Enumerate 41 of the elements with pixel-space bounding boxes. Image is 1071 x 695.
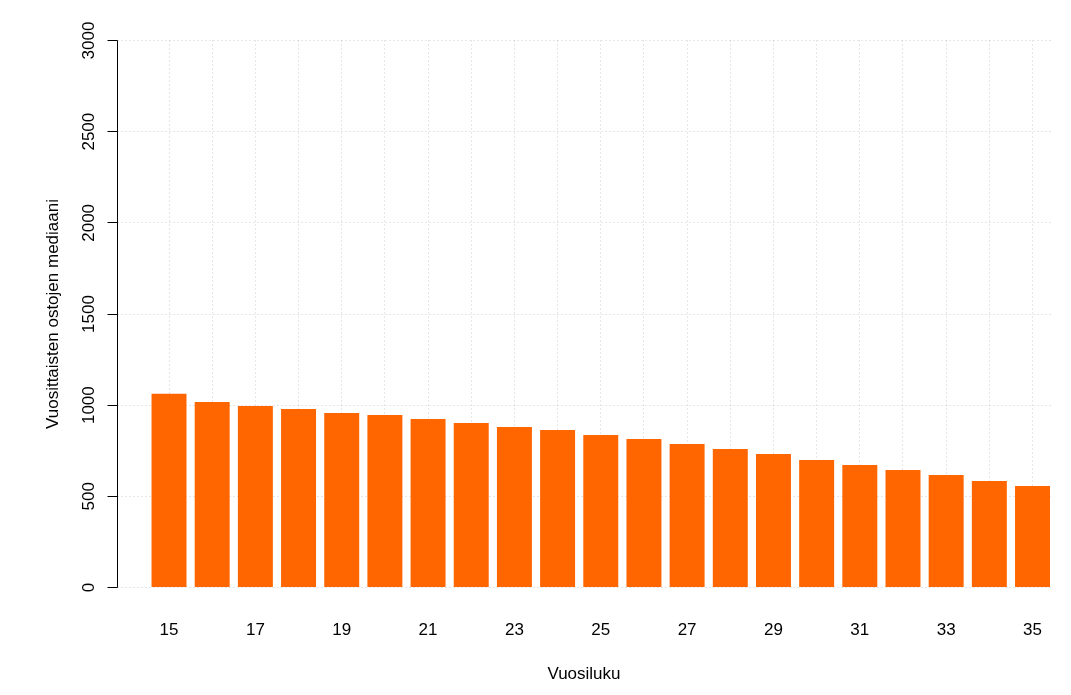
x-tick-label: 25 <box>591 619 611 639</box>
bar <box>885 469 921 587</box>
x-tick-label: 17 <box>245 619 265 639</box>
bar <box>453 423 489 587</box>
bar <box>281 409 317 587</box>
bar <box>626 438 662 587</box>
y-tick-label: 1500 <box>78 295 98 333</box>
x-tick-label: 15 <box>159 619 179 639</box>
y-tick-label: 1000 <box>78 386 98 425</box>
bar <box>712 448 748 587</box>
x-tick-label: 29 <box>764 619 783 639</box>
y-tick-label: 0 <box>78 582 98 593</box>
x-tick-label: 35 <box>1023 619 1042 639</box>
bar <box>583 434 619 587</box>
bar <box>410 419 446 587</box>
bar <box>842 465 878 587</box>
x-tick-label: 27 <box>677 619 697 639</box>
y-tick-label: 3000 <box>78 21 98 60</box>
x-tick-label: 19 <box>332 619 352 639</box>
bar <box>496 427 532 587</box>
bar <box>799 460 835 587</box>
y-tick-label: 2000 <box>78 203 98 242</box>
bar <box>237 405 273 587</box>
x-tick-label: 31 <box>850 619 870 639</box>
bar <box>367 415 403 587</box>
bar <box>151 393 187 587</box>
x-tick-label: 21 <box>418 619 438 639</box>
bar <box>540 430 576 587</box>
bar <box>669 444 705 587</box>
y-tick-label: 500 <box>78 482 98 511</box>
x-tick-label: 23 <box>504 619 524 639</box>
bar <box>928 475 964 587</box>
bar <box>324 413 360 587</box>
x-axis-title: Vuosiluku <box>547 663 621 683</box>
bar <box>755 454 791 587</box>
y-tick-label: 2500 <box>78 112 98 151</box>
bar <box>971 481 1007 587</box>
y-axis-title: Vuosittaisten ostojen mediaani <box>42 199 62 429</box>
x-tick-label: 33 <box>936 619 956 639</box>
bar <box>194 401 230 587</box>
bar <box>1015 485 1050 587</box>
